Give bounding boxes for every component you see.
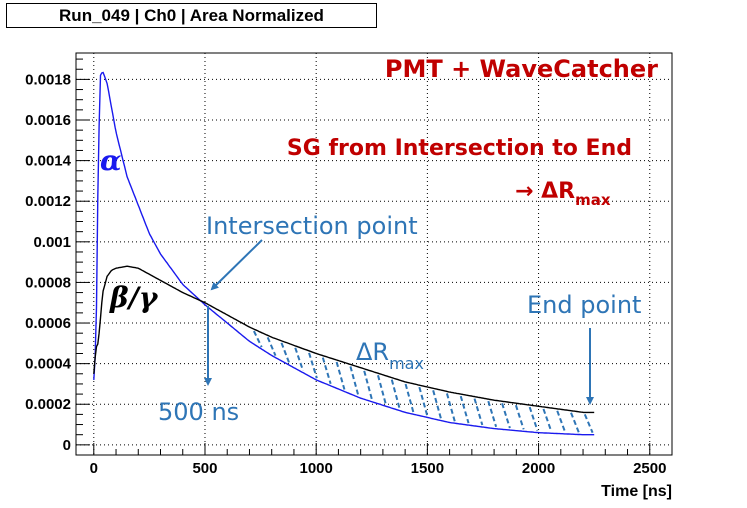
alpha-series-line xyxy=(93,71,595,436)
hatch-line xyxy=(459,395,470,424)
hatch-line xyxy=(390,379,401,409)
y-tick-label: 0.001 xyxy=(33,234,71,251)
chart-title: Run_049 | Ch0 | Area Normalized xyxy=(6,3,377,28)
y-tick-label: 0.0008 xyxy=(25,274,71,291)
x-tick-label: 1500 xyxy=(411,460,444,477)
x-tick-label: 2500 xyxy=(633,460,666,477)
hatch-line xyxy=(514,404,525,430)
x-tick-label: 0 xyxy=(90,460,98,477)
hatch-line xyxy=(294,347,305,372)
hatch-line xyxy=(528,406,539,431)
alpha-label: α xyxy=(100,144,122,177)
delta-r-red-label: → ΔRmax xyxy=(515,179,611,209)
hatch-line xyxy=(404,383,415,413)
hatch-line xyxy=(570,412,580,433)
series-group xyxy=(93,71,595,436)
y-tick-label: 0 xyxy=(63,437,71,454)
beta-gamma-label: β/γ xyxy=(109,281,159,314)
hatch-line xyxy=(473,398,484,426)
x-tick-label: 2000 xyxy=(522,460,555,477)
hatch-line xyxy=(445,393,456,422)
hatch-line xyxy=(542,408,553,432)
intersection-arrow xyxy=(210,239,263,291)
hatch-line xyxy=(253,330,263,348)
arrow-right-icon: → xyxy=(515,179,533,204)
y-tick-label: 0.0012 xyxy=(25,193,71,210)
x-tick-label: 500 xyxy=(192,460,217,477)
ns500-label: 500 ns xyxy=(158,398,239,426)
pmt-label: PMT + WaveCatcher xyxy=(385,55,658,83)
y-tick-label: 0.0004 xyxy=(25,356,72,373)
axis-ticks: 0 500 1000 1500 2000 2500 0 0.0002 0.0004 0.0006 0… xyxy=(25,58,673,477)
hatch-line xyxy=(418,386,429,416)
x-tick-label: 1000 xyxy=(299,460,332,477)
y-tick-label: 0.0016 xyxy=(25,112,71,129)
hatch-line xyxy=(363,370,373,401)
hatch-line xyxy=(487,400,498,428)
end-point-label: End point xyxy=(527,291,641,319)
hatch-line xyxy=(377,374,387,405)
hatch-line xyxy=(556,410,566,433)
hatch-line xyxy=(335,361,346,390)
plot-frame xyxy=(75,52,673,456)
delta-r-blue-label: ΔRmax xyxy=(356,338,424,373)
y-tick-label: 0.0006 xyxy=(25,315,71,332)
y-tick-label: 0.0002 xyxy=(25,396,71,413)
delta-r-hatch xyxy=(253,330,594,434)
hatch-line xyxy=(321,357,332,385)
intersection-label: Intersection point xyxy=(206,212,418,240)
hatch-line xyxy=(349,366,360,396)
hatch-line xyxy=(308,352,318,379)
sg-method-label: SG from Intersection to End xyxy=(287,136,632,161)
y-tick-label: 0.0014 xyxy=(25,153,72,170)
hatch-line xyxy=(266,337,277,356)
hatch-line xyxy=(280,342,291,364)
hatch-line xyxy=(583,413,594,434)
hatch-line xyxy=(501,402,511,429)
grid xyxy=(76,53,672,455)
hatch-line xyxy=(432,390,442,419)
y-tick-label: 0.0018 xyxy=(25,71,71,88)
beta-gamma-series-line xyxy=(93,265,595,414)
x-axis-label: Time [ns] xyxy=(601,483,672,500)
